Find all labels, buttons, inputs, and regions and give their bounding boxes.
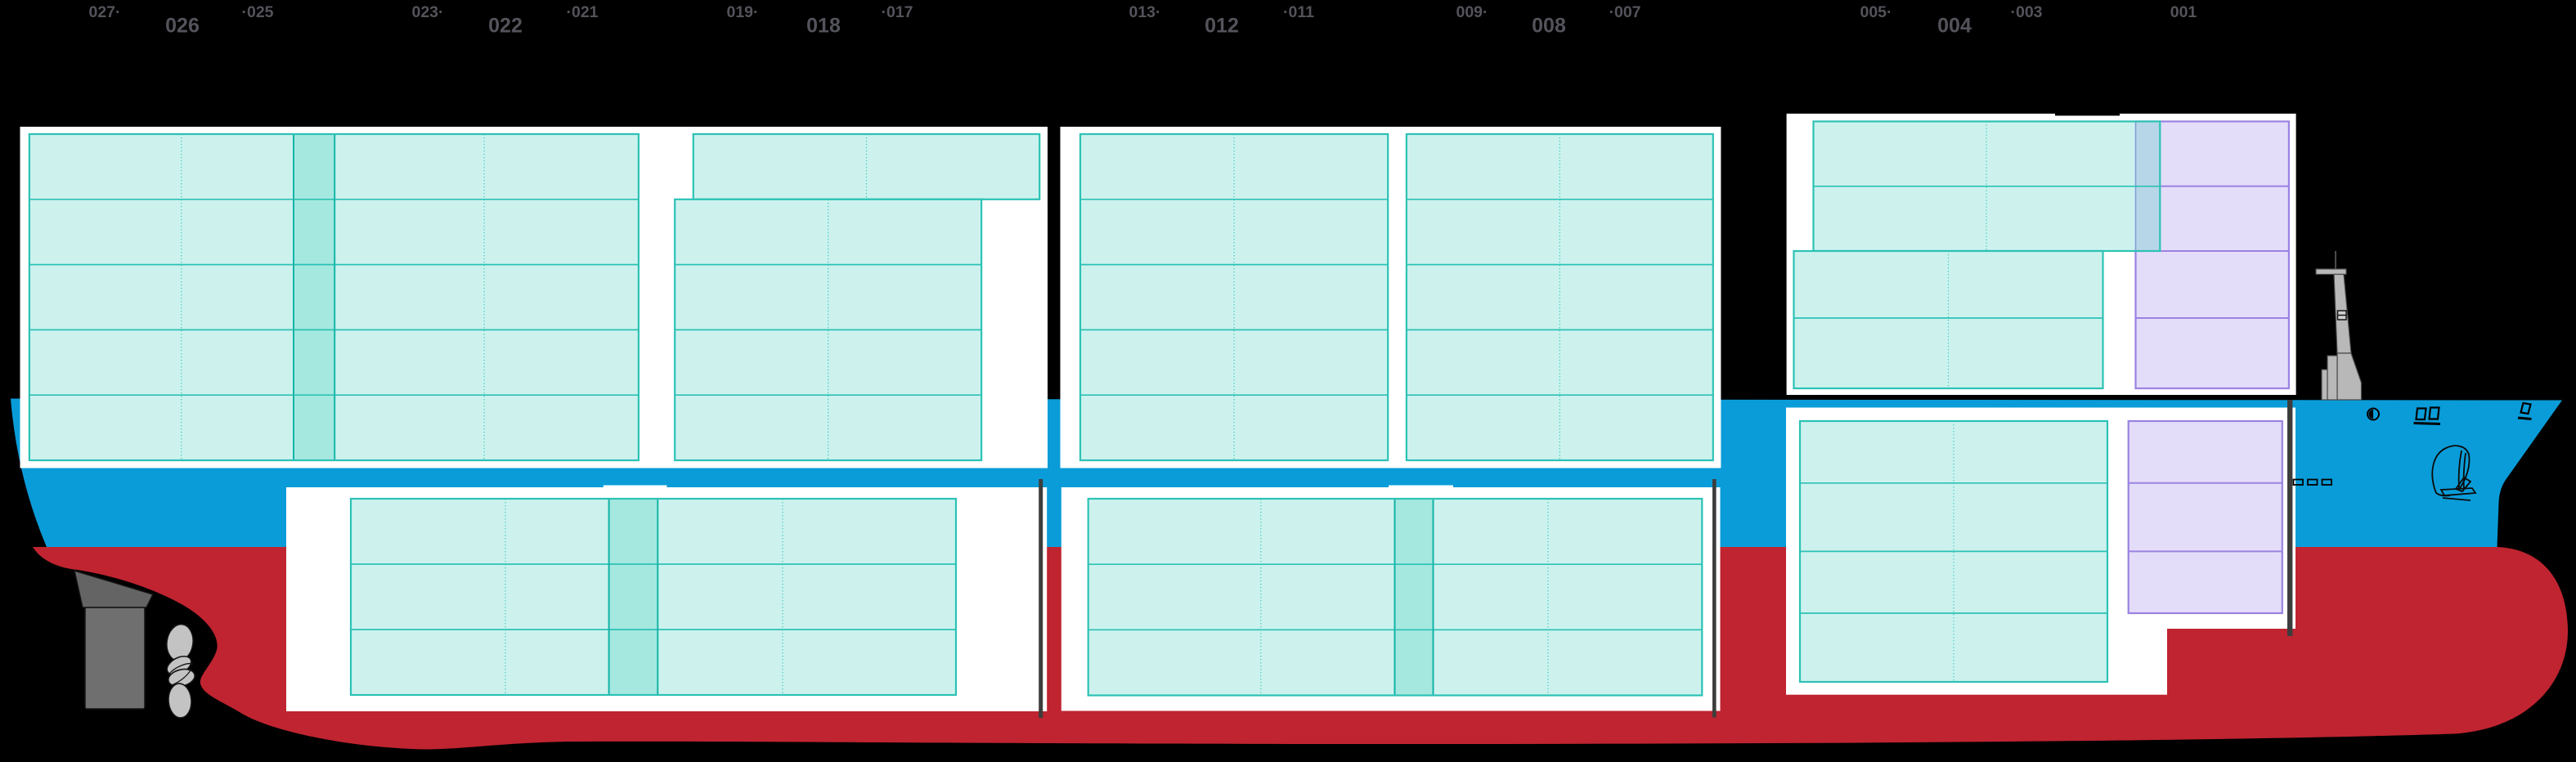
svg-text:·007: ·007: [1609, 3, 1640, 21]
svg-text:023·: 023·: [411, 3, 443, 21]
svg-text:·017: ·017: [881, 3, 913, 21]
svg-text:005·: 005·: [1860, 3, 1892, 21]
svg-text:004: 004: [1937, 15, 1972, 38]
svg-text:013·: 013·: [1129, 3, 1160, 21]
svg-text:·025: ·025: [241, 3, 273, 21]
svg-text:001: 001: [2170, 3, 2197, 21]
svg-text:008: 008: [1532, 15, 1566, 38]
svg-text:027·: 027·: [88, 3, 120, 21]
svg-text:009·: 009·: [1456, 3, 1488, 21]
svg-text:·011: ·011: [1283, 3, 1314, 21]
svg-text:018: 018: [806, 15, 841, 38]
svg-text:·021: ·021: [566, 3, 598, 21]
svg-text:019·: 019·: [726, 3, 758, 21]
svg-text:022: 022: [488, 15, 523, 38]
svg-text:·003: ·003: [2010, 3, 2042, 21]
svg-text:026: 026: [165, 15, 200, 38]
svg-text:012: 012: [1205, 15, 1239, 38]
